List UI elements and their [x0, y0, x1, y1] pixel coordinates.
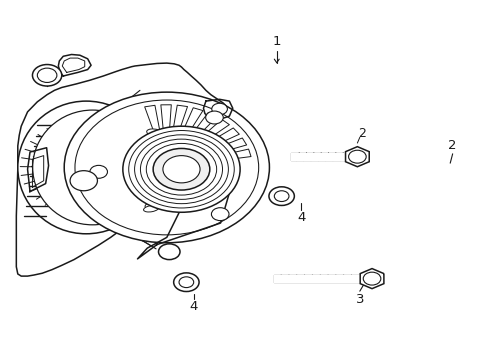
Circle shape — [159, 244, 180, 260]
Circle shape — [135, 135, 228, 204]
Circle shape — [269, 187, 294, 206]
Ellipse shape — [147, 198, 165, 205]
Circle shape — [212, 103, 227, 115]
Text: 2: 2 — [448, 139, 457, 152]
Ellipse shape — [143, 190, 162, 199]
Circle shape — [141, 139, 222, 199]
Ellipse shape — [147, 129, 166, 138]
Circle shape — [274, 191, 289, 202]
Circle shape — [123, 126, 240, 212]
Text: 1: 1 — [272, 35, 281, 49]
Circle shape — [179, 277, 194, 288]
Circle shape — [173, 273, 199, 292]
Circle shape — [363, 272, 381, 285]
Circle shape — [206, 111, 223, 124]
Circle shape — [348, 150, 366, 163]
Ellipse shape — [18, 101, 155, 234]
Ellipse shape — [145, 202, 161, 208]
Text: 3: 3 — [356, 293, 364, 306]
Ellipse shape — [158, 133, 177, 142]
Circle shape — [37, 68, 57, 82]
Circle shape — [70, 171, 98, 191]
Text: 4: 4 — [297, 211, 305, 224]
Circle shape — [147, 143, 217, 195]
Ellipse shape — [144, 206, 159, 212]
Circle shape — [129, 131, 234, 208]
Circle shape — [211, 208, 229, 221]
Circle shape — [64, 92, 270, 243]
Ellipse shape — [33, 110, 152, 225]
Text: 4: 4 — [190, 300, 198, 313]
Circle shape — [163, 156, 200, 183]
Circle shape — [75, 100, 259, 235]
Circle shape — [153, 148, 210, 190]
Ellipse shape — [153, 194, 171, 202]
Circle shape — [90, 165, 107, 178]
Polygon shape — [360, 269, 384, 289]
Circle shape — [32, 64, 62, 86]
Polygon shape — [16, 63, 236, 276]
Polygon shape — [345, 147, 369, 167]
Text: 2: 2 — [358, 127, 366, 140]
